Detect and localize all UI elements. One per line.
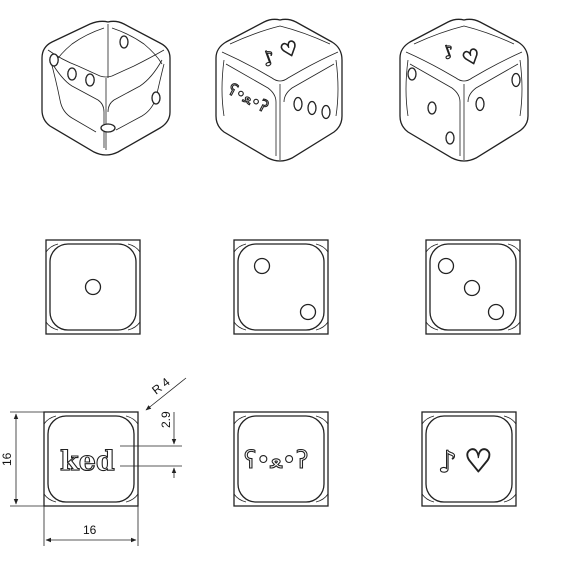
width-dimension-value: 16 [83, 523, 97, 537]
radius-dimension-value: R 4 [149, 375, 173, 398]
pip [119, 35, 129, 49]
pip [321, 104, 331, 120]
face-emoticon: ʕ•ﻌ•ʔ [233, 411, 329, 507]
iso-die-3: ♪ ♡ [399, 18, 529, 162]
pip [511, 72, 521, 88]
depth-dimension-value: 2.9 [159, 411, 173, 428]
text-face-label: ked [60, 446, 115, 477]
iso-die-1 [41, 20, 171, 156]
pip [67, 67, 77, 81]
pip [299, 303, 317, 321]
pip [487, 303, 505, 321]
pip [85, 73, 95, 87]
pip [475, 96, 485, 112]
face-three [425, 239, 521, 335]
height-dimension: 16 [0, 411, 44, 507]
iso-die-2: ♪ ♡ ʕ•ﻌ•ʔ [215, 18, 343, 162]
pip [100, 123, 116, 133]
height-dimension-value: 16 [0, 452, 14, 466]
pip [84, 278, 102, 296]
note-icon: ♪ [440, 41, 458, 65]
pip [437, 257, 455, 275]
pip [463, 279, 481, 297]
emoticon-face-label: ʕ•ﻌ•ʔ [225, 79, 272, 116]
depth-dimension: 2.9 [120, 411, 182, 478]
heart-icon: ♡ [277, 35, 302, 64]
pip [307, 100, 317, 116]
pip [49, 53, 59, 67]
pip [151, 91, 161, 105]
face-two [233, 239, 329, 335]
pip [293, 96, 303, 112]
pip [445, 131, 455, 145]
emoticon-face-label: ʕ•ﻌ•ʔ [244, 446, 308, 474]
face-symbols: ♪ ♡ [421, 411, 517, 507]
note-icon: ♪ [438, 445, 457, 480]
pip [407, 67, 417, 81]
pip [427, 101, 437, 115]
note-icon: ♪ [258, 45, 278, 72]
width-dimension: 16 [43, 506, 139, 546]
heart-icon: ♡ [464, 442, 493, 480]
radius-dimension: R 4 [145, 375, 187, 411]
face-one [45, 239, 141, 335]
pip [253, 257, 271, 275]
face-text: ked [43, 411, 139, 507]
heart-icon: ♡ [459, 43, 484, 72]
